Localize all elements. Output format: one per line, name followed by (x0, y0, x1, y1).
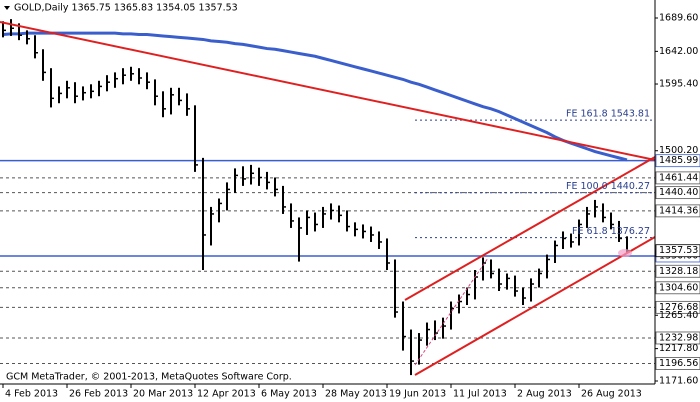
y-tick-label: 1265.40 (659, 310, 698, 321)
x-tick-label: 26 Feb 2013 (69, 389, 128, 400)
level-label-box (655, 204, 700, 218)
x-tick-label: 20 Mar 2013 (133, 389, 193, 400)
x-tick-label: 28 May 2013 (325, 389, 387, 400)
channel-upper (404, 156, 656, 301)
highlight (618, 249, 632, 257)
x-tick-label: 26 Aug 2013 (581, 389, 642, 400)
y-tick-label: 1689.60 (659, 13, 698, 24)
x-tick-label: 4 Feb 2013 (5, 389, 58, 400)
y-tick-label: 1171.60 (659, 375, 698, 386)
level-label-box (655, 357, 700, 370)
level-label-box (655, 186, 700, 200)
menu-icon (4, 6, 10, 10)
fibo-label: FE 100.0 1440.27 (566, 181, 650, 192)
x-tick-label: 6 May 2013 (261, 389, 317, 400)
level-label: 1232.98 (659, 332, 698, 343)
y-tick-label: 1642.00 (659, 46, 698, 57)
level-label: 1485.99 (659, 155, 698, 166)
x-tick-label: 2 Aug 2013 (517, 389, 572, 400)
level-label-box (655, 154, 700, 168)
level-label-box (655, 300, 700, 314)
trend-line (0, 21, 656, 161)
level-label: 1461.44 (659, 172, 698, 183)
level-label: 1304.60 (659, 282, 698, 293)
level-label: 1276.68 (659, 302, 698, 313)
fibo-label: FE 161.8 1543.81 (566, 109, 650, 120)
level-label: 1196.56 (659, 358, 698, 369)
y-tick-label: 1500.20 (659, 145, 698, 156)
level-label-box (655, 281, 700, 295)
level-label-box (655, 264, 700, 278)
y-tick-label: 1217.80 (659, 343, 698, 354)
level-label: 1414.36 (659, 205, 698, 216)
moving-average (2, 31, 628, 162)
chart-title: GOLD,Daily 1365.75 1365.83 1354.05 1357.… (14, 3, 238, 14)
x-tick-label: 12 Apr 2013 (197, 389, 256, 400)
channel-lower (414, 236, 656, 376)
level-label-box (655, 331, 700, 345)
footer: GCM MetaTrader, © 2001-2013, MetaQuotes … (6, 372, 292, 383)
price-label-box (655, 244, 700, 258)
y-tick-label: 1595.40 (659, 79, 698, 90)
plot-layer (0, 19, 655, 376)
level-label: 1328.18 (659, 266, 698, 277)
level-label-box (655, 171, 700, 185)
fibo-baseline (414, 257, 489, 366)
x-tick-label: 19 Jun 2013 (389, 389, 446, 400)
x-tick-label: 11 Jul 2013 (453, 389, 507, 400)
level-label: 1440.40 (659, 187, 698, 198)
fibo-label: FE 61.8 1376.27 (572, 226, 650, 237)
price-label: 1357.53 (659, 245, 698, 256)
